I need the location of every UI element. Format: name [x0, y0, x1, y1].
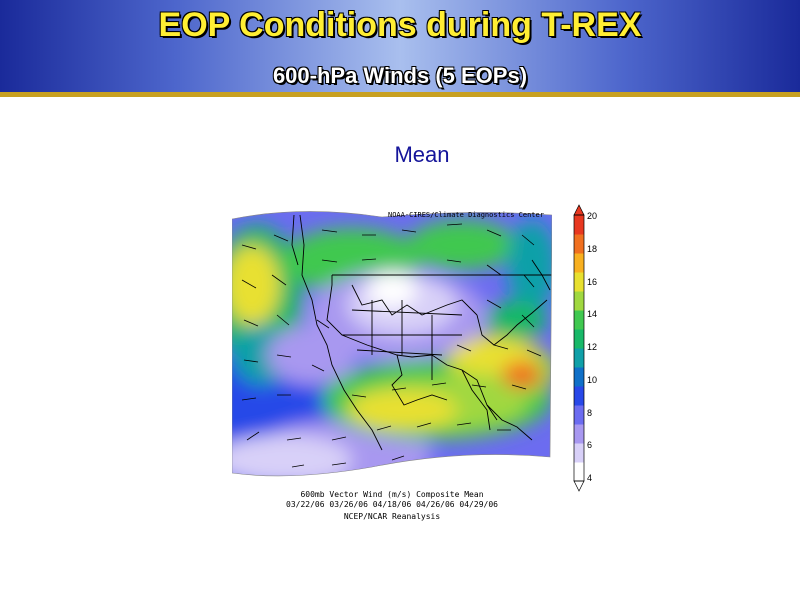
colorbar-tick-label: 18: [587, 243, 598, 254]
map-caption-dates: 03/22/06 03/26/06 04/18/06 04/26/06 04/2…: [286, 500, 498, 509]
colorbar-tick-label: 20: [587, 211, 598, 221]
colorbar-segment: [574, 443, 584, 463]
header-rule: [0, 92, 800, 97]
slide-subtitle: 600-hPa Winds (5 EOPs): [272, 63, 528, 88]
wind-speed-map: [231, 205, 553, 490]
colorbar-segment: [574, 291, 584, 311]
colorbar-segment: [574, 348, 584, 368]
colorbar-tick-label: 12: [587, 342, 598, 352]
colorbar-segment: [574, 329, 584, 349]
map-caption-title: 600mb Vector Wind (m/s) Composite Mean: [300, 490, 484, 499]
colorbar-segment: [574, 405, 584, 425]
colorbar-tick-label: 14: [587, 309, 598, 320]
colorbar-tick-label: 8: [587, 407, 593, 418]
colorbar-segment: [574, 462, 584, 482]
colorbar-segment: [574, 253, 584, 273]
colorbar-segment: [574, 310, 584, 330]
panel-title: Mean: [394, 142, 450, 167]
map-caption-source: NCEP/NCAR Reanalysis: [343, 512, 441, 521]
colorbar-segment: [574, 234, 584, 254]
colorbar-tick-label: 4: [587, 473, 593, 483]
colorbar-tick-label: 6: [587, 440, 593, 451]
colorbar-tick-label: 10: [587, 374, 598, 385]
colorbar-top-arrow: [573, 204, 585, 216]
colorbar-segment: [574, 424, 584, 444]
slide-header: [0, 0, 800, 92]
slide-title: EOP Conditions during T-REX: [158, 6, 642, 44]
map-credit: NOAA-CIRES/Climate Diagnostics Center: [388, 211, 544, 219]
colorbar-segment: [574, 386, 584, 406]
colorbar-segment: [574, 215, 584, 235]
colorbar-frame: [573, 214, 585, 482]
wind-speed-colorbar: [562, 203, 602, 493]
colorbar-tick-label: 16: [587, 276, 598, 287]
colorbar-segment: [574, 367, 584, 387]
colorbar-bottom-arrow: [573, 480, 585, 492]
colorbar-segment: [574, 272, 584, 292]
